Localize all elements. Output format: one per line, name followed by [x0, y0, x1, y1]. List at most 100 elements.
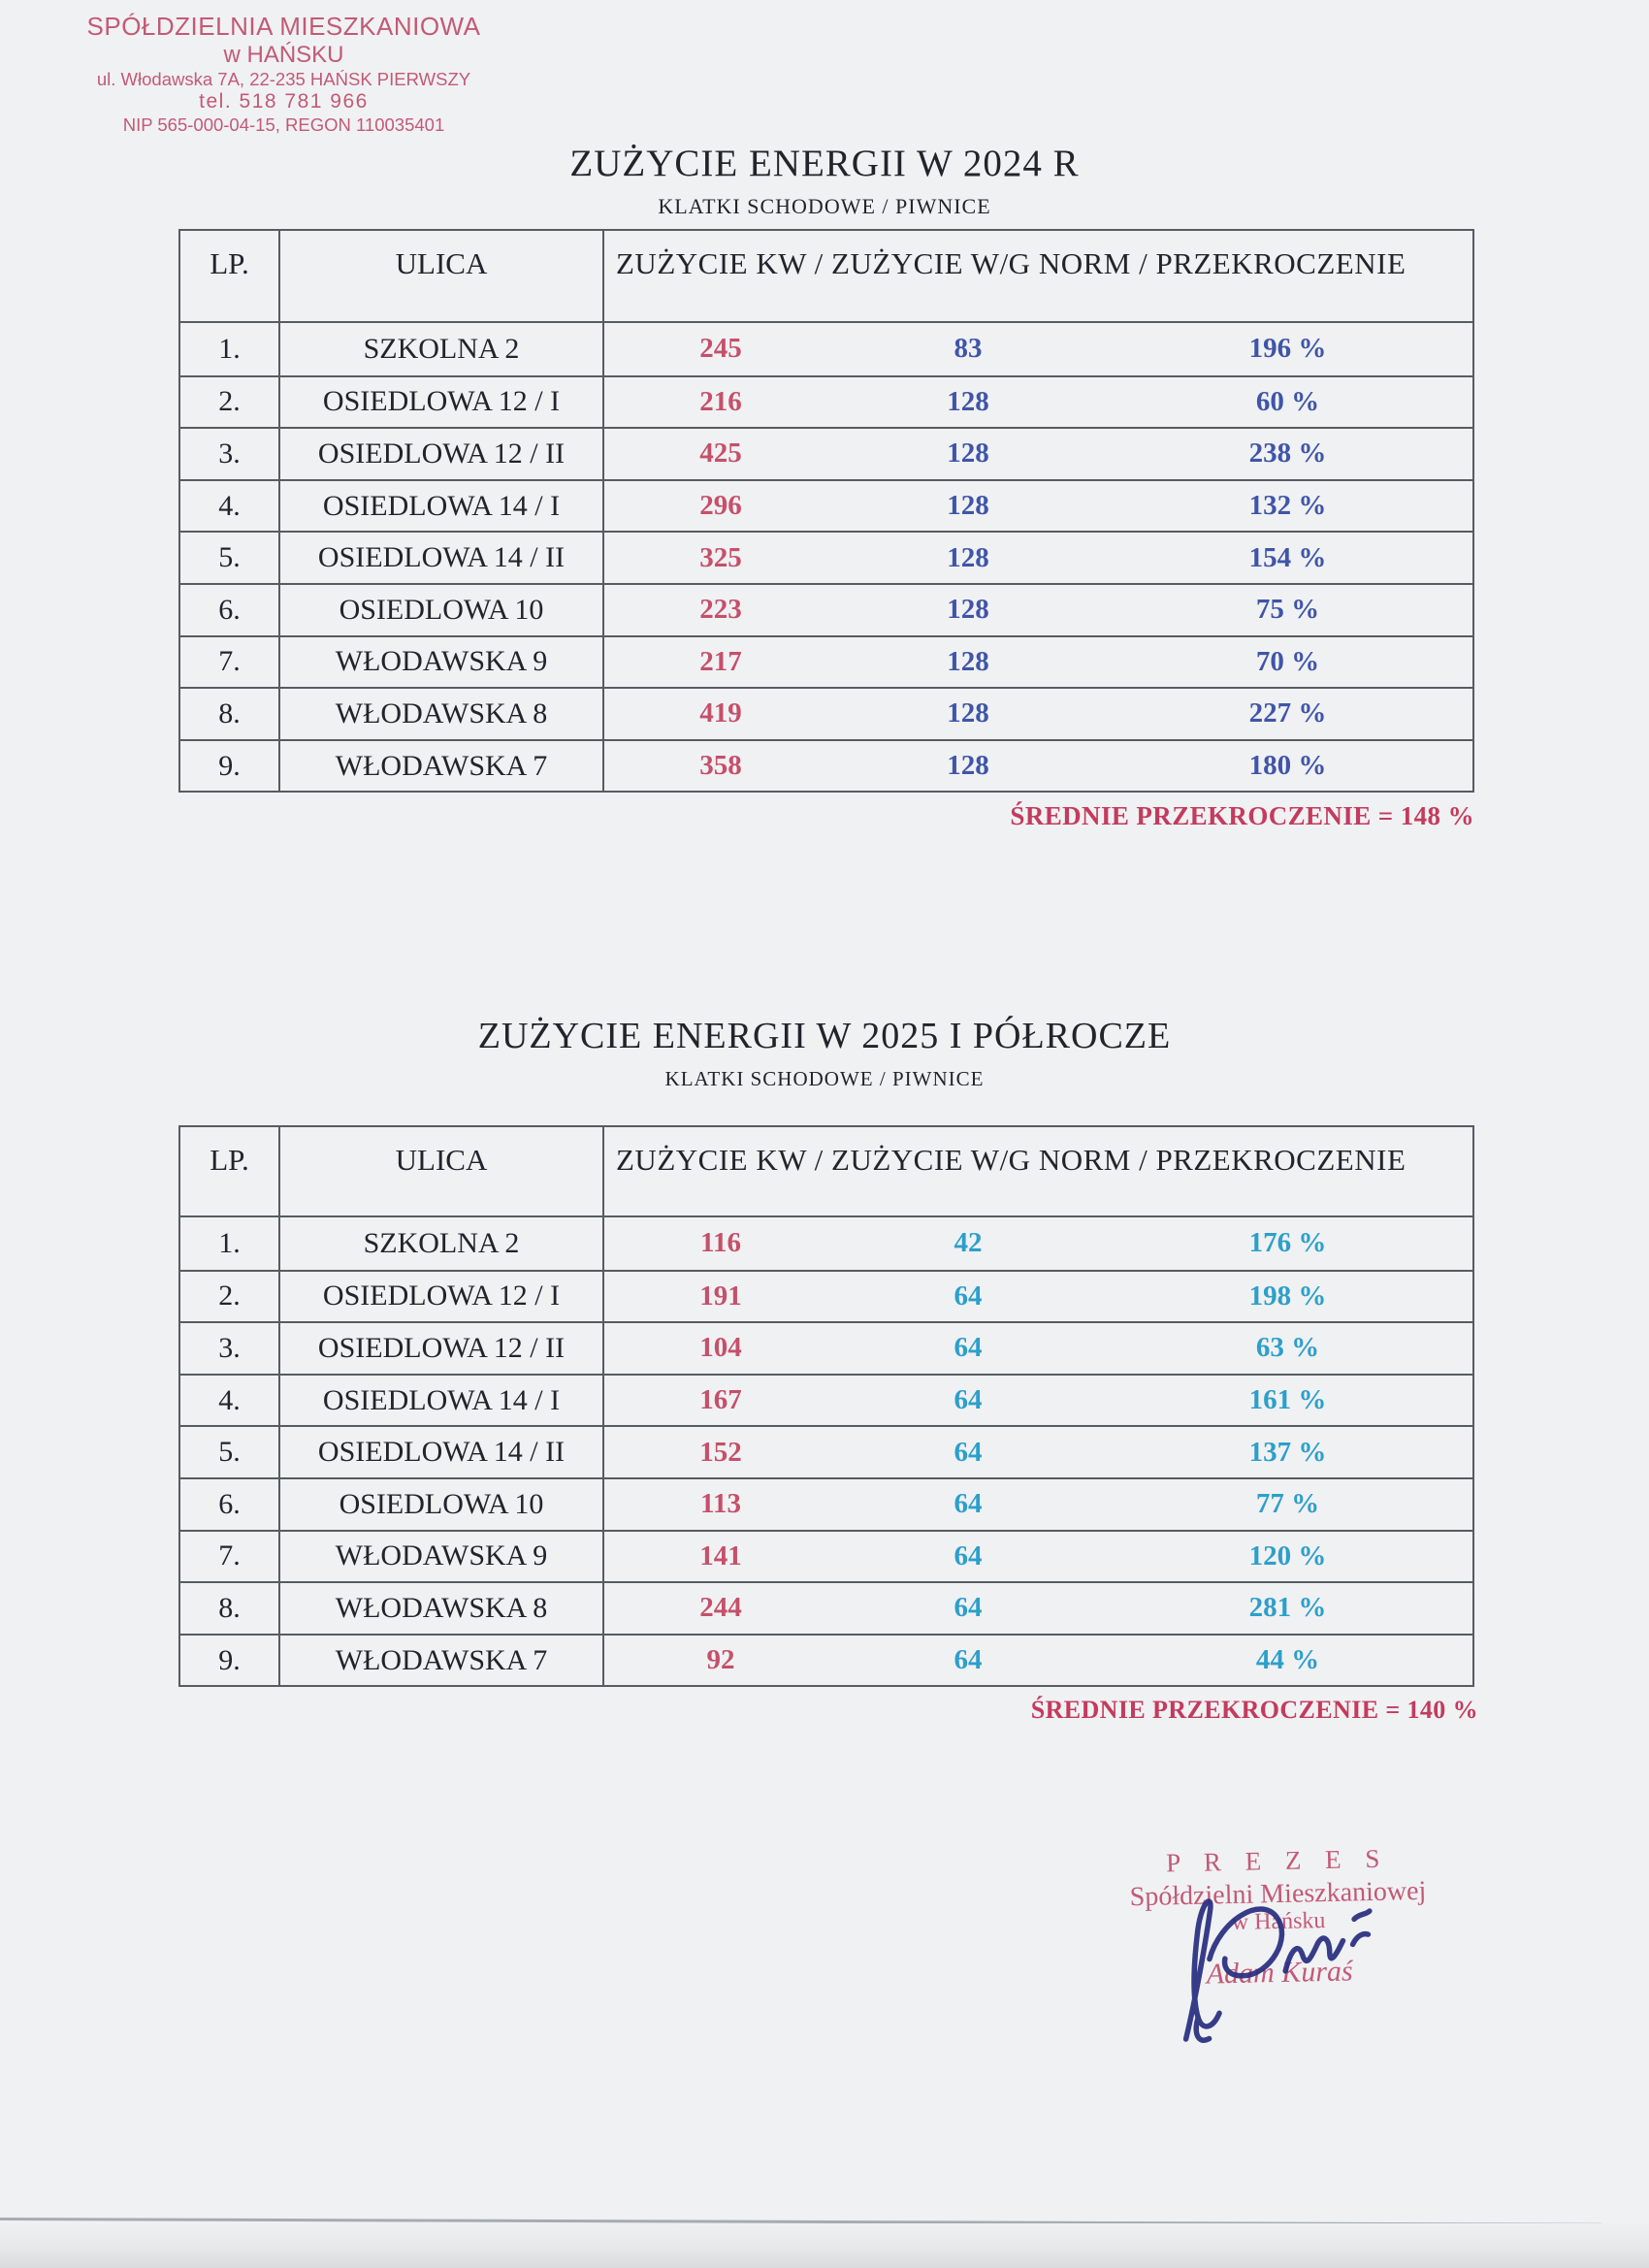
row-street: WŁODAWSKA 7 [280, 1635, 604, 1686]
row-zuzycie-kw: 216 [699, 385, 742, 417]
row-lp: 1. [180, 323, 280, 375]
org-name: SPÓŁDZIELNIA MIESZKANIOWA [86, 12, 481, 41]
row-przekroczenie: 180 % [1248, 750, 1327, 782]
summary-2024: ŚREDNIE PRZEKROCZENIE = 148 % [1010, 801, 1474, 830]
row-przekroczenie: 281 % [1248, 1592, 1327, 1624]
row-zuzycie-norm: 42 [954, 1227, 983, 1259]
row-przekroczenie: 137 % [1248, 1436, 1327, 1468]
row-lp: 7. [180, 636, 280, 688]
header-values: ZUŻYCIE KW / ZUŻYCIE W/G NORM / PRZEKROC… [616, 1143, 1406, 1177]
row-przekroczenie: 161 % [1248, 1384, 1327, 1416]
table-body: 1. SZKOLNA 2 116 42 176 % 2. OSIEDLOWA 1… [180, 1217, 1472, 1686]
table-row: 1. SZKOLNA 2 116 42 176 % [180, 1217, 1472, 1270]
row-street: WŁODAWSKA 7 [280, 740, 604, 792]
table-row: 5. OSIEDLOWA 14 / II 325 128 154 % [180, 531, 1472, 583]
row-lp: 7. [180, 1531, 280, 1582]
row-przekroczenie: 154 % [1248, 541, 1327, 573]
paper-edge-shadow [0, 2223, 1649, 2268]
header-ulica: ULICA [280, 1127, 604, 1215]
row-przekroczenie: 44 % [1255, 1644, 1320, 1676]
title-2025: ZUŻYCIE ENERGII W 2025 I PÓŁROCZE [477, 1016, 1172, 1056]
row-lp: 9. [180, 1635, 280, 1686]
row-lp: 6. [180, 584, 280, 635]
row-zuzycie-kw: 245 [699, 333, 742, 365]
row-lp: 6. [180, 1478, 280, 1530]
row-zuzycie-kw: 113 [700, 1488, 741, 1520]
summary-2025: ŚREDNIE PRZEKROCZENIE = 140 % [1030, 1696, 1478, 1724]
row-zuzycie-norm: 128 [947, 594, 989, 626]
row-lp: 3. [180, 429, 280, 479]
row-street: WŁODAWSKA 9 [280, 1531, 604, 1582]
row-zuzycie-kw: 152 [699, 1436, 742, 1468]
row-street: OSIEDLOWA 14 / I [280, 480, 604, 532]
row-przekroczenie: 70 % [1255, 645, 1320, 677]
subtitle-2024: KLATKI SCHODOWE / PIWNICE [658, 194, 991, 218]
row-street: SZKOLNA 2 [280, 1217, 604, 1270]
table-header-row: LP. ULICA ZUŻYCIE KW / ZUŻYCIE W/G NORM … [180, 1127, 1472, 1217]
row-zuzycie-kw: 325 [699, 541, 742, 573]
row-zuzycie-kw: 425 [699, 437, 742, 470]
row-lp: 1. [180, 1217, 280, 1270]
org-nip-regon: NIP 565-000-04-15, REGON 110035401 [122, 113, 445, 135]
table-row: 4. OSIEDLOWA 14 / I 167 64 161 % [180, 1373, 1472, 1426]
table-row: 7. WŁODAWSKA 9 141 64 120 % [180, 1529, 1472, 1582]
table-row: 9. WŁODAWSKA 7 92 64 44 % [180, 1633, 1472, 1686]
table-row: 3. OSIEDLOWA 12 / II 104 64 63 % [180, 1321, 1472, 1374]
row-zuzycie-kw: 217 [699, 645, 742, 677]
table-row: 6. OSIEDLOWA 10 223 128 75 % [180, 582, 1472, 635]
row-zuzycie-norm: 64 [954, 1280, 983, 1312]
row-przekroczenie: 132 % [1248, 490, 1327, 522]
row-przekroczenie: 196 % [1248, 333, 1327, 365]
org-town: w HAŃSKU [223, 41, 344, 68]
table-header-row: LP. ULICA ZUŻYCIE KW / ZUŻYCIE W/G NORM … [180, 231, 1472, 323]
header-ulica: ULICA [280, 231, 604, 321]
org-phone: tel. 518 781 966 [199, 89, 369, 113]
org-address: ul. Włodawska 7A, 22-235 HAŃSK PIERWSZY [96, 68, 471, 89]
row-przekroczenie: 75 % [1255, 594, 1320, 626]
title-2024: ZUŻYCIE ENERGII W 2024 R [569, 143, 1080, 184]
table-row: 8. WŁODAWSKA 8 244 64 281 % [180, 1581, 1472, 1634]
table-row: 2. OSIEDLOWA 12 / I 191 64 198 % [180, 1269, 1472, 1322]
row-zuzycie-norm: 128 [947, 541, 989, 573]
row-zuzycie-norm: 128 [947, 750, 989, 782]
row-zuzycie-norm: 128 [947, 385, 989, 417]
president-title: P R E Z E S [1165, 1843, 1389, 1878]
row-przekroczenie: 77 % [1255, 1488, 1320, 1520]
row-zuzycie-norm: 64 [954, 1488, 983, 1520]
row-street: OSIEDLOWA 14 / II [280, 533, 604, 583]
table-row: 2. OSIEDLOWA 12 / I 216 128 60 % [180, 374, 1472, 428]
row-lp: 4. [180, 1375, 280, 1426]
row-zuzycie-kw: 419 [699, 697, 742, 729]
row-street: SZKOLNA 2 [280, 323, 604, 375]
row-street: OSIEDLOWA 12 / I [280, 1271, 604, 1322]
row-lp: 3. [180, 1323, 280, 1374]
row-street: OSIEDLOWA 12 / II [280, 429, 604, 479]
energy-table-2024: LP. ULICA ZUŻYCIE KW / ZUŻYCIE W/G NORM … [178, 229, 1474, 794]
row-zuzycie-norm: 64 [954, 1592, 983, 1624]
row-przekroczenie: 63 % [1255, 1332, 1320, 1364]
row-zuzycie-kw: 296 [699, 490, 742, 522]
row-street: WŁODAWSKA 9 [280, 636, 604, 688]
org-stamp: SPÓŁDZIELNIA MIESZKANIOWA w HAŃSKU ul. W… [53, 12, 514, 135]
table-body: 1. SZKOLNA 2 245 83 196 % 2. OSIEDLOWA 1… [180, 323, 1472, 792]
table-row: 9. WŁODAWSKA 7 358 128 180 % [180, 738, 1472, 792]
row-zuzycie-norm: 64 [954, 1436, 983, 1468]
row-zuzycie-norm: 64 [954, 1332, 983, 1364]
row-zuzycie-kw: 104 [699, 1332, 742, 1364]
header-lp: LP. [180, 1127, 280, 1215]
row-lp: 2. [180, 376, 280, 428]
row-zuzycie-kw: 244 [699, 1592, 742, 1624]
row-zuzycie-kw: 116 [700, 1227, 741, 1259]
row-zuzycie-norm: 128 [947, 437, 989, 470]
header-values: ZUŻYCIE KW / ZUŻYCIE W/G NORM / PRZEKROC… [616, 246, 1406, 280]
row-street: WŁODAWSKA 8 [280, 689, 604, 739]
row-lp: 5. [180, 533, 280, 583]
row-street: OSIEDLOWA 10 [280, 1478, 604, 1530]
header-lp: LP. [180, 231, 280, 321]
row-lp: 5. [180, 1427, 280, 1477]
row-lp: 2. [180, 1271, 280, 1322]
row-street: OSIEDLOWA 14 / II [280, 1427, 604, 1477]
row-lp: 9. [180, 740, 280, 792]
row-przekroczenie: 120 % [1248, 1539, 1327, 1571]
table-row: 4. OSIEDLOWA 14 / I 296 128 132 % [180, 478, 1472, 532]
